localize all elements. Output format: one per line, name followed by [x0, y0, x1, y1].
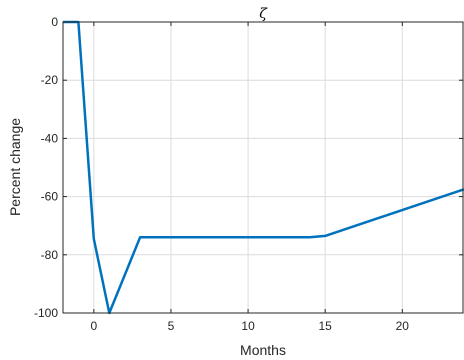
y-tick-label: 0: [51, 15, 58, 29]
x-tick-label: 5: [168, 319, 175, 333]
x-tick-label: 15: [319, 319, 333, 333]
axes-box: [62, 21, 464, 314]
x-tick-label: 10: [241, 319, 255, 333]
y-tick-label: -40: [41, 131, 59, 145]
y-tick-label: -100: [34, 306, 58, 320]
x-tick-label: 0: [91, 319, 98, 333]
y-tick-label: -20: [41, 73, 59, 87]
y-tick-label: -60: [41, 190, 59, 204]
chart-title: ζ: [259, 6, 268, 22]
y-axis-label: Percent change: [7, 118, 23, 216]
x-tick-label: 20: [396, 319, 410, 333]
x-axis-label: Months: [240, 342, 286, 358]
ticks: 0 5 10 15 20 0 -20 -40 -60 -80 -100: [34, 15, 463, 333]
plot-area: [63, 22, 464, 313]
axes: [62, 21, 464, 314]
y-tick-label: -80: [41, 248, 59, 262]
series: [63, 20, 464, 315]
series-line: [63, 20, 464, 315]
